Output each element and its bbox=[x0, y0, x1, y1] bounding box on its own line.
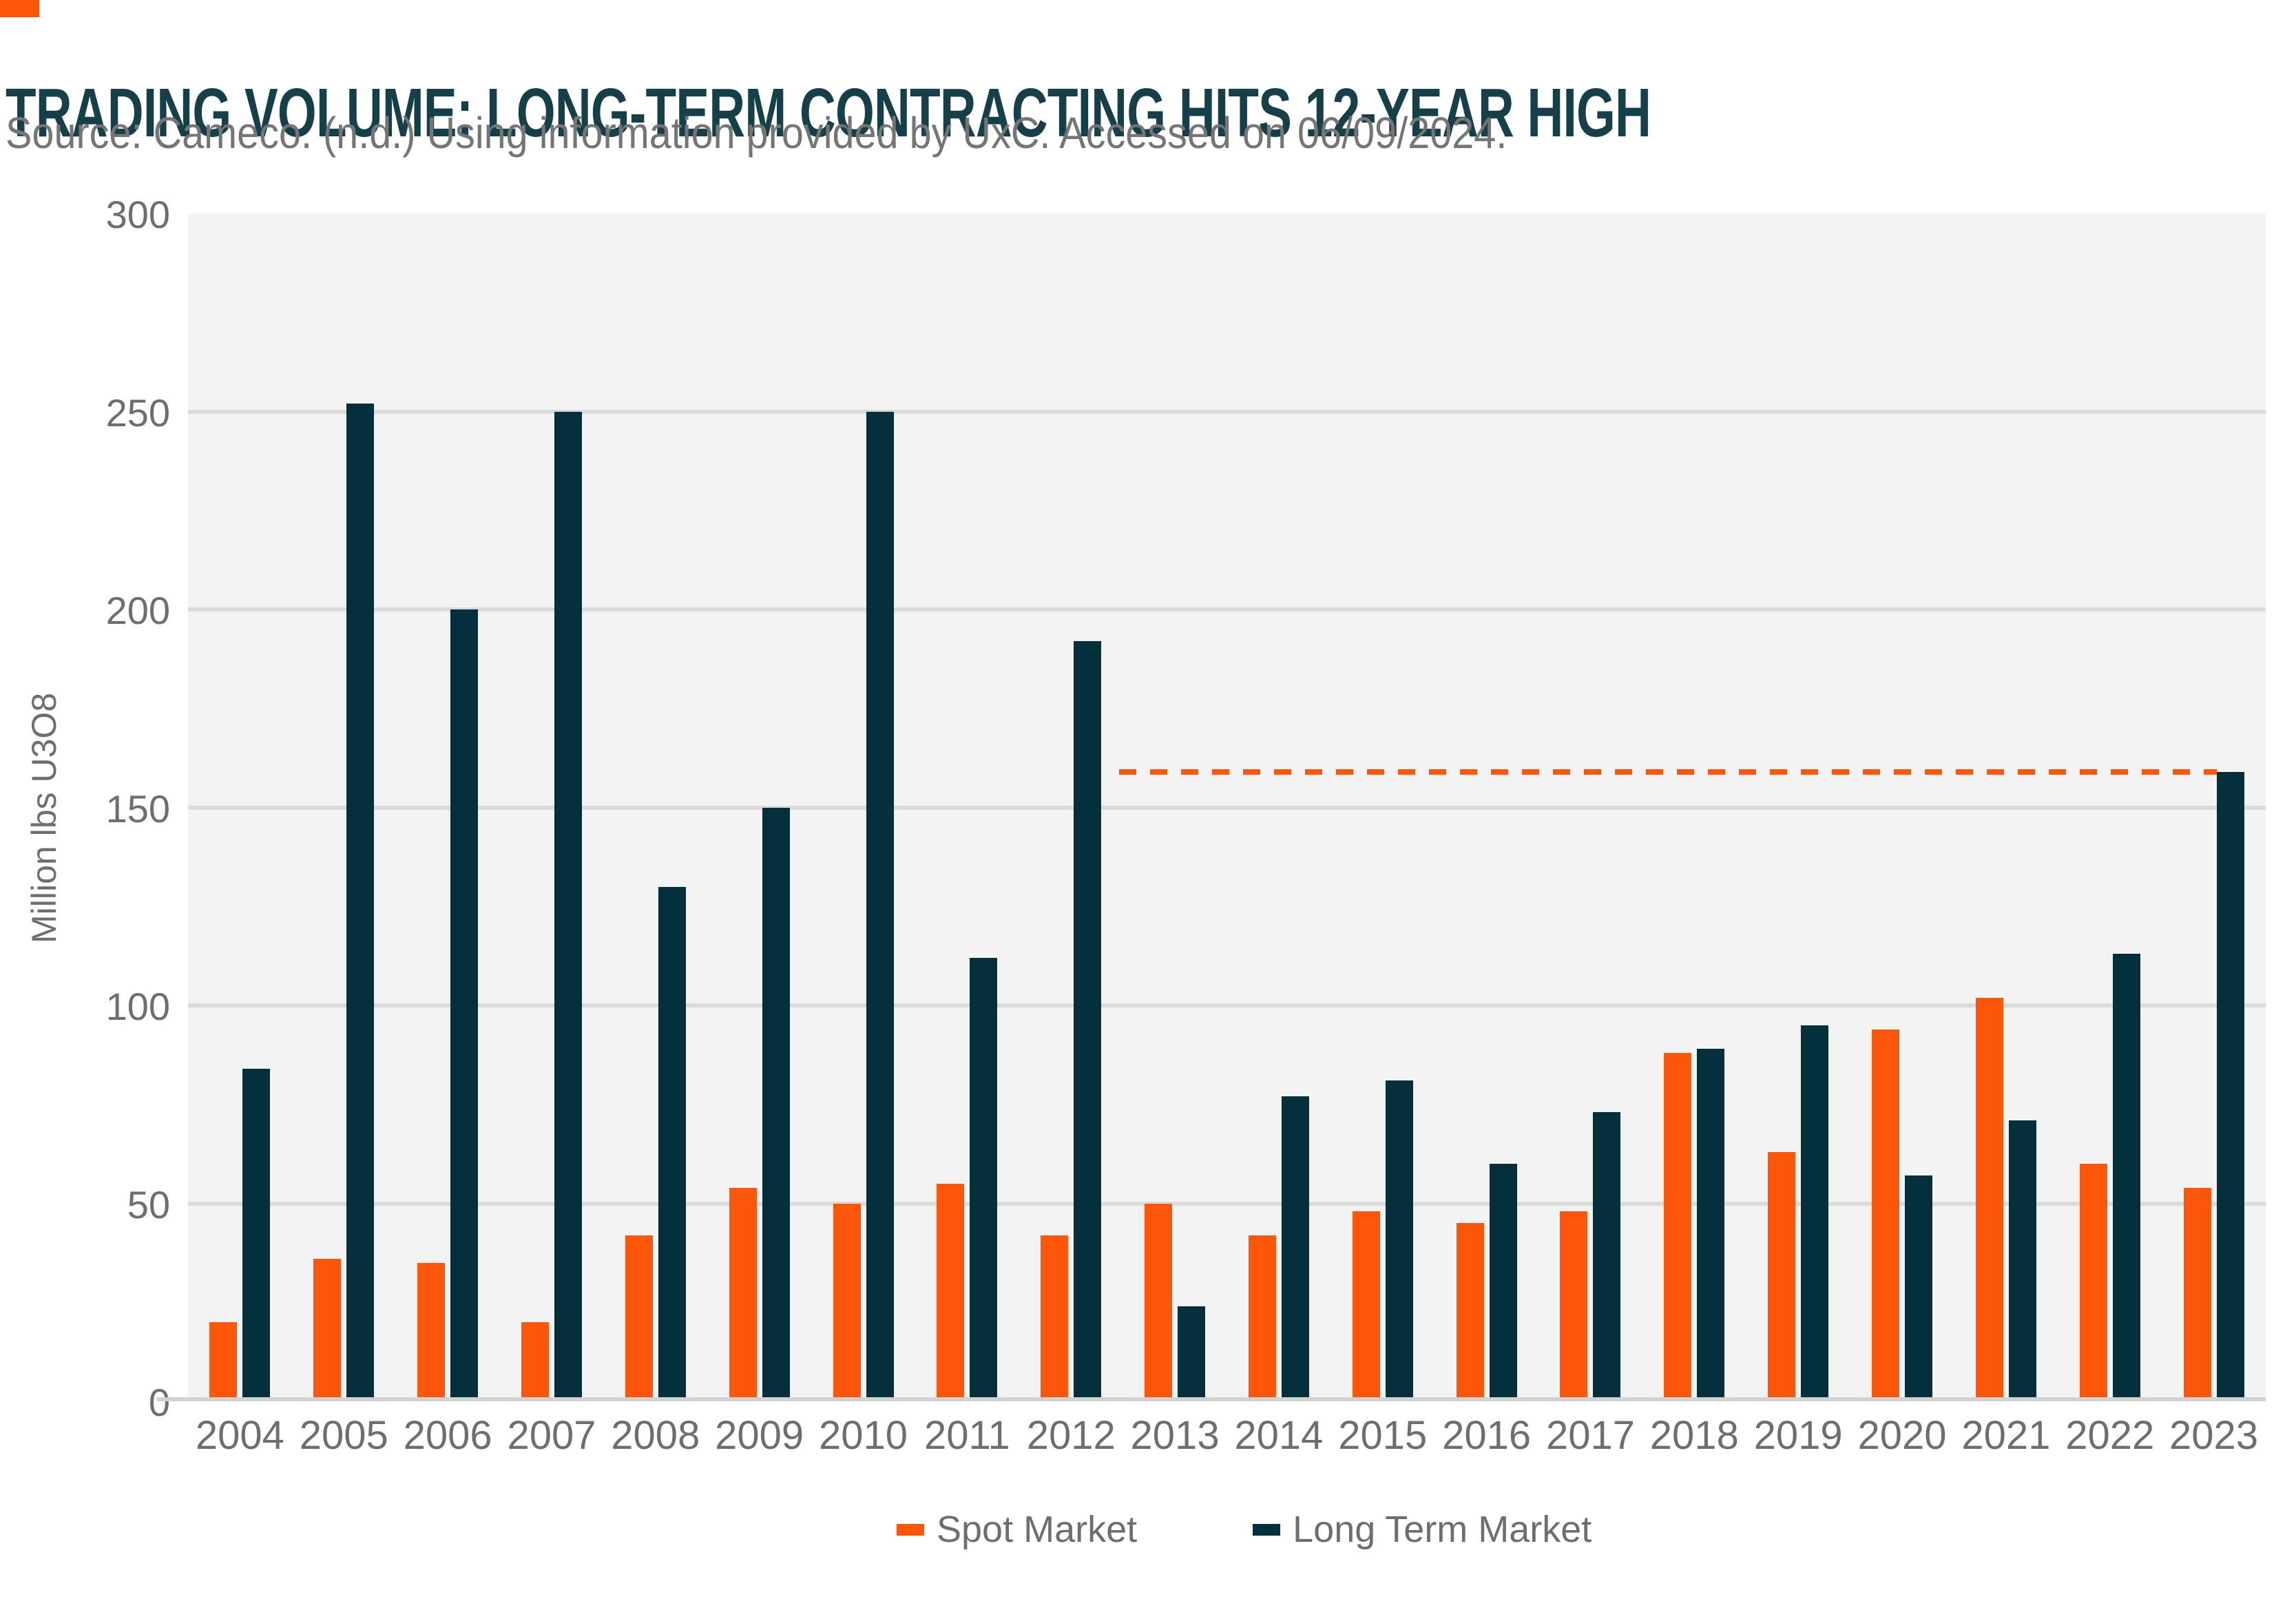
bar-spot-market-2020 bbox=[1872, 1029, 1900, 1397]
legend-label: Long Term Market bbox=[1293, 1509, 1592, 1550]
x-tick-label-2009: 2009 bbox=[715, 1413, 804, 1458]
legend-label: Spot Market bbox=[937, 1509, 1138, 1550]
bar-spot-market-2017 bbox=[1560, 1211, 1588, 1397]
legend-swatch-spot-market bbox=[897, 1523, 924, 1536]
bar-spot-market-2012 bbox=[1041, 1235, 1069, 1397]
gridline-200 bbox=[188, 607, 2266, 611]
gridline-100 bbox=[188, 1003, 2266, 1007]
bar-long-term-market-2007 bbox=[554, 411, 582, 1397]
x-tick-label-2005: 2005 bbox=[299, 1413, 388, 1458]
y-tick-label-0: 0 bbox=[148, 1381, 170, 1424]
twelve-year-high-dashed-line bbox=[1119, 769, 2217, 775]
y-tick-label-300: 300 bbox=[105, 193, 170, 236]
gridline-250 bbox=[188, 409, 2266, 414]
gridline-150 bbox=[188, 805, 2266, 810]
gridline-50 bbox=[188, 1201, 2266, 1206]
bar-long-term-market-2011 bbox=[970, 958, 998, 1397]
bar-spot-market-2007 bbox=[521, 1322, 549, 1397]
x-axis-baseline bbox=[157, 1397, 2266, 1401]
bar-spot-market-2022 bbox=[2079, 1164, 2107, 1397]
bar-long-term-market-2017 bbox=[1593, 1112, 1621, 1397]
y-tick-label-100: 100 bbox=[105, 985, 170, 1028]
bar-long-term-market-2016 bbox=[1489, 1164, 1517, 1397]
bar-long-term-market-2005 bbox=[346, 404, 375, 1397]
bar-long-term-market-2012 bbox=[1074, 641, 1102, 1397]
x-tick-label-2011: 2011 bbox=[924, 1413, 1010, 1458]
x-tick-label-2020: 2020 bbox=[1857, 1413, 1947, 1458]
plot-area: 0 50 100 150 200 250 300 2004 2005 2006 2007 2008 2… bbox=[106, 193, 2266, 1458]
bar-long-term-market-2022 bbox=[2112, 954, 2140, 1397]
x-tick-label-2021: 2021 bbox=[1961, 1413, 2051, 1458]
bar-spot-market-2009 bbox=[729, 1187, 757, 1397]
bar-long-term-market-2009 bbox=[762, 807, 790, 1397]
bar-spot-market-2018 bbox=[1664, 1053, 1692, 1397]
bar-long-term-market-2015 bbox=[1385, 1080, 1413, 1397]
x-tick-label-2022: 2022 bbox=[2065, 1413, 2155, 1458]
bar-spot-market-2006 bbox=[417, 1262, 446, 1397]
x-tick-label-2013: 2013 bbox=[1130, 1413, 1220, 1458]
bar-long-term-market-2006 bbox=[450, 609, 479, 1397]
y-tick-label-150: 150 bbox=[105, 786, 170, 830]
bar-long-term-market-2019 bbox=[1801, 1025, 1829, 1397]
bar-long-term-market-2004 bbox=[242, 1069, 271, 1397]
bar-spot-market-2023 bbox=[2183, 1187, 2211, 1397]
bar-long-term-market-2008 bbox=[658, 886, 686, 1397]
y-tick-label-250: 250 bbox=[105, 390, 170, 435]
bar-spot-market-2014 bbox=[1248, 1235, 1276, 1397]
x-tick-label-2019: 2019 bbox=[1753, 1413, 1843, 1458]
x-tick-label-2012: 2012 bbox=[1026, 1413, 1116, 1458]
x-tick-label-2008: 2008 bbox=[611, 1413, 700, 1458]
y-tick-label-200: 200 bbox=[105, 589, 170, 632]
x-tick-label-2018: 2018 bbox=[1649, 1413, 1739, 1458]
page-title: TRADING VOLUME: LONG-TERM CONTRACTING HI… bbox=[6, 74, 1651, 151]
bar-long-term-market-2020 bbox=[1905, 1175, 1933, 1397]
x-tick-label-2007: 2007 bbox=[507, 1413, 596, 1458]
x-tick-label-2010: 2010 bbox=[819, 1413, 908, 1458]
bar-spot-market-2005 bbox=[313, 1259, 342, 1397]
brand-accent-square bbox=[0, 0, 39, 17]
bar-long-term-market-2018 bbox=[1697, 1049, 1725, 1397]
bar-long-term-market-2014 bbox=[1281, 1096, 1309, 1397]
x-tick-label-2016: 2016 bbox=[1442, 1413, 1532, 1458]
bar-long-term-market-2021 bbox=[2008, 1120, 2036, 1397]
bar-spot-market-2015 bbox=[1352, 1211, 1380, 1397]
chart-legend: Spot Market Long Term Market bbox=[897, 1508, 1591, 1551]
legend-item-spot-market: Spot Market bbox=[897, 1508, 1137, 1551]
bar-spot-market-2019 bbox=[1768, 1151, 1796, 1397]
x-tick-label-2017: 2017 bbox=[1545, 1413, 1635, 1458]
bar-spot-market-2011 bbox=[937, 1183, 965, 1397]
bar-spot-market-2010 bbox=[833, 1203, 861, 1397]
bar-spot-market-2004 bbox=[209, 1322, 238, 1397]
x-tick-label-2004: 2004 bbox=[195, 1413, 284, 1458]
x-tick-label-2015: 2015 bbox=[1338, 1413, 1428, 1458]
bar-spot-market-2008 bbox=[625, 1235, 653, 1397]
bar-spot-market-2016 bbox=[1456, 1223, 1484, 1397]
y-tick-label-50: 50 bbox=[127, 1182, 170, 1226]
bar-spot-market-2021 bbox=[1975, 997, 2003, 1397]
bar-spot-market-2013 bbox=[1145, 1203, 1173, 1397]
bar-long-term-market-2013 bbox=[1178, 1306, 1206, 1397]
bar-long-term-market-2023 bbox=[2216, 771, 2244, 1397]
legend-item-long-term-market: Long Term Market bbox=[1253, 1508, 1591, 1551]
bar-long-term-market-2010 bbox=[866, 411, 894, 1397]
legend-swatch-long-term-market bbox=[1253, 1523, 1281, 1536]
x-tick-label-2023: 2023 bbox=[2169, 1413, 2259, 1458]
x-tick-label-2006: 2006 bbox=[403, 1413, 492, 1458]
source-citation: Source: Cameco. (n.d.) Using information… bbox=[6, 108, 1507, 158]
x-tick-label-2014: 2014 bbox=[1234, 1413, 1324, 1458]
